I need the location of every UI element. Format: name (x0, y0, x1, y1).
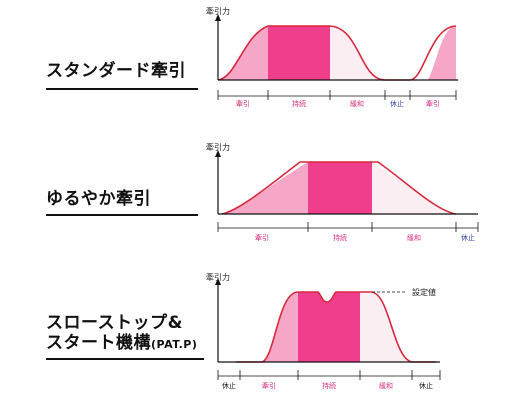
release-fill (330, 26, 385, 80)
patent-pending: (PAT.P) (151, 337, 198, 351)
y-axis-label: 牽引力 (206, 6, 230, 16)
phase-ticks (217, 90, 457, 100)
phase-label: 緩和 (350, 99, 364, 108)
phase-label: 持続 (292, 99, 306, 108)
release-fill (360, 292, 412, 362)
setpoint-label: 設定値 (412, 287, 436, 297)
section-title: ゆるやか牽引 (46, 189, 151, 209)
phase-label: 緩和 (379, 381, 393, 390)
phase-ticks (217, 370, 441, 380)
title-underline (46, 214, 198, 216)
title-line-2: スタート機構 (46, 332, 151, 353)
force-curve (236, 291, 436, 363)
y-axis-arrow-icon (215, 14, 221, 21)
phase-label: 牽引 (426, 99, 440, 108)
y-axis-arrow-icon (215, 278, 221, 285)
phase-label: 持続 (333, 233, 347, 242)
gentle-traction-diagram: 牽引力 牽引 持続 緩和 休止 (206, 142, 479, 242)
y-axis-arrow-icon (215, 150, 221, 157)
phase-label: 牽引 (255, 233, 269, 242)
hold-fill (298, 292, 360, 362)
phase-label: 休止 (222, 381, 236, 390)
y-axis-label: 牽引力 (206, 272, 230, 282)
phase-label: 持続 (322, 381, 336, 390)
traction-fill (262, 292, 298, 362)
y-axis-label: 牽引力 (206, 142, 230, 152)
phase-label: 休止 (461, 233, 475, 242)
standard-traction-diagram: 牽引力 牽引 持続 緩和 休止 牽引 (206, 6, 458, 108)
hold-fill (268, 26, 330, 80)
release-fill (372, 162, 456, 214)
hold-fill (308, 162, 372, 214)
section-title: スローストップ& スタート機構(PAT.P) (46, 313, 198, 353)
phase-label: 緩和 (407, 233, 421, 242)
phase-label: 休止 (390, 99, 404, 108)
title-underline (46, 88, 198, 90)
title-underline (46, 358, 204, 360)
phase-label: 休止 (419, 381, 433, 390)
traction-fill-2 (428, 26, 456, 80)
force-curve (221, 161, 457, 215)
traction-fill (222, 162, 308, 214)
title-line-1: スローストップ& (46, 313, 183, 333)
section-standard: スタンダード牽引 牽引力 牽引 持続 緩和 休止 牽引 (0, 0, 530, 130)
phase-ticks (217, 222, 479, 232)
slow-stop-start-diagram: 牽引力 設定値 休止 牽引 持続 緩和 休止 (206, 272, 441, 390)
section-gentle: ゆるやか牽引 牽引力 牽引 持続 緩和 休止 (0, 130, 530, 260)
phase-label: 牽引 (262, 381, 276, 390)
section-title: スタンダード牽引 (46, 61, 186, 81)
section-slow-stop-start: スローストップ& スタート機構(PAT.P) 牽引力 設定値 休止 牽引 持続 … (0, 262, 530, 400)
force-curve (217, 25, 457, 81)
phase-label: 牽引 (236, 99, 250, 108)
